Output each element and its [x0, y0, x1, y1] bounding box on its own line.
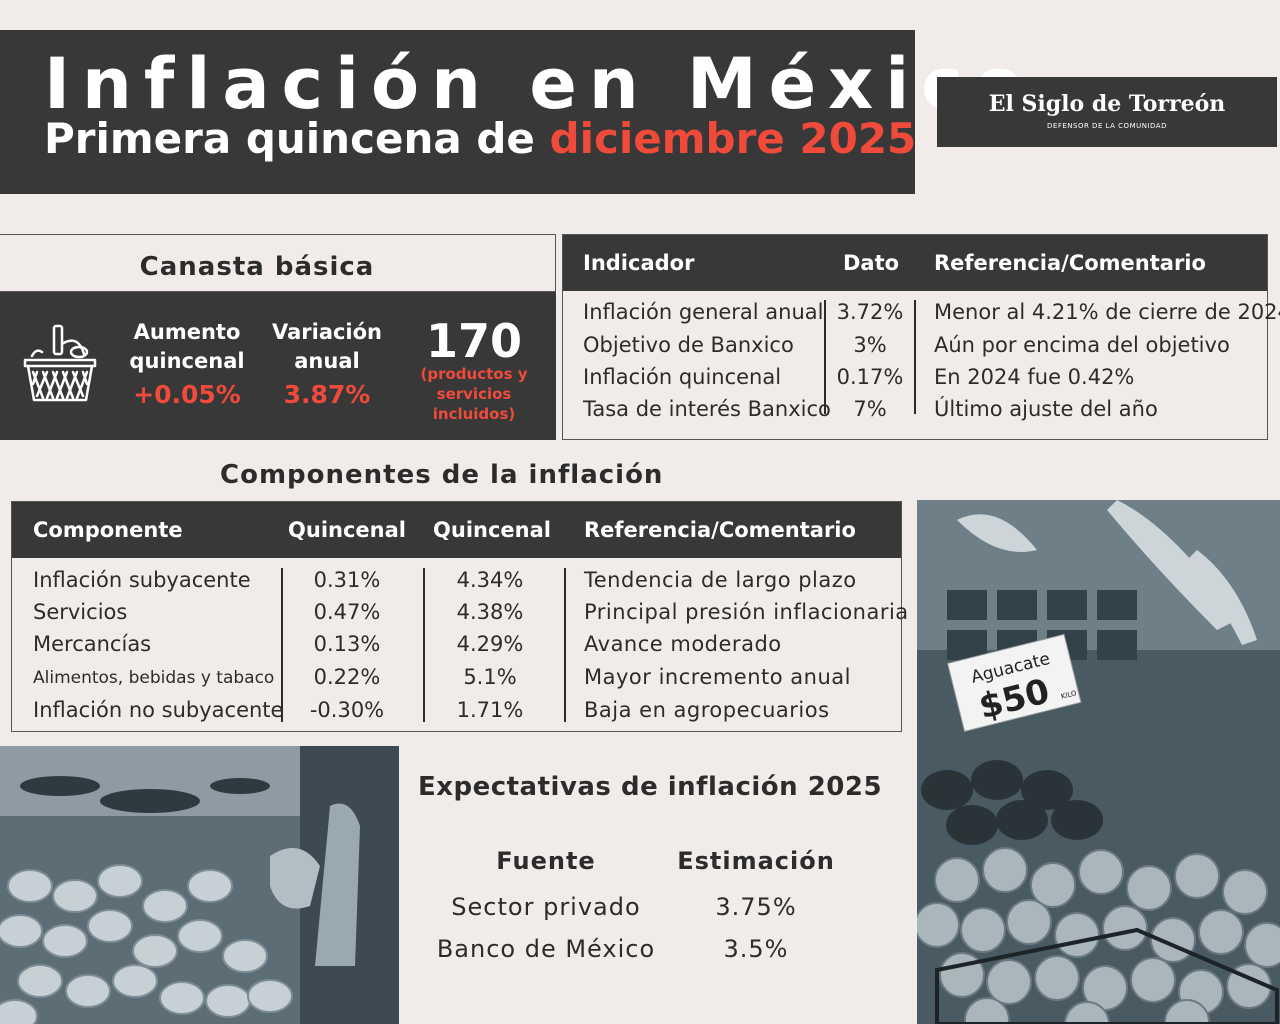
- header-quincenal-2: Quincenal: [433, 518, 551, 542]
- componente-quincenal: 0.13%: [313, 632, 381, 656]
- componente-comment: Baja en agropecuarios: [584, 698, 830, 722]
- componente-name: Servicios: [33, 600, 128, 624]
- page-subtitle: Primera quincena de diciembre 2025: [44, 114, 916, 164]
- componente-quincenal-2: 4.34%: [456, 568, 524, 592]
- indicador-value: 3.72%: [836, 300, 904, 324]
- header-indicador: Indicador: [583, 251, 695, 275]
- canasta-title-box: [0, 234, 556, 292]
- indicador-value: 3%: [853, 333, 887, 357]
- componente-quincenal-2: 4.38%: [456, 600, 524, 624]
- column-divider: [564, 568, 566, 722]
- logo-name: El Siglo de Torreón: [988, 91, 1226, 117]
- indicador-value: 7%: [853, 397, 887, 421]
- header-referencia: Referencia/Comentario: [934, 251, 1206, 275]
- indicador-comment: Último ajuste del año: [934, 397, 1158, 421]
- canasta-title: Canasta básica: [139, 252, 375, 282]
- productos-note: (productos y servicios incluidos): [396, 364, 552, 424]
- indicador-value: 0.17%: [836, 365, 904, 389]
- productos-count: 170: [425, 314, 523, 368]
- column-divider: [423, 568, 425, 722]
- header-dato: Dato: [843, 251, 900, 275]
- expectativa-fuente: Banco de México: [436, 935, 656, 963]
- page-title: Inflación en México: [44, 43, 1035, 125]
- expectativa-fuente: Sector privado: [451, 893, 641, 921]
- componente-name: Inflación no subyacente: [33, 698, 284, 722]
- aumento-value: +0.05%: [133, 380, 241, 409]
- componente-quincenal-2: 5.1%: [463, 665, 517, 689]
- componente-quincenal: 0.47%: [313, 600, 381, 624]
- header-referencia: Referencia/Comentario: [584, 518, 856, 542]
- indicador-comment: En 2024 fue 0.42%: [934, 365, 1135, 389]
- indicador-name: Inflación quincenal: [583, 365, 782, 389]
- componente-quincenal: -0.30%: [309, 698, 385, 722]
- sign-unit: KILO: [1060, 689, 1078, 701]
- componente-name: Mercancías: [33, 632, 152, 656]
- indicador-name: Tasa de interés Banxico: [583, 397, 831, 421]
- componente-comment: Principal presión inflacionaria: [584, 600, 909, 624]
- subtitle-prefix: Primera quincena de: [44, 114, 550, 163]
- componente-name: Inflación subyacente: [33, 568, 251, 592]
- componentes-table: [11, 501, 902, 732]
- variacion-label-line2: anual: [294, 349, 360, 373]
- variacion-value: 3.87%: [283, 380, 371, 409]
- indicadores-header: [563, 235, 1267, 291]
- market-photo-left: [0, 746, 399, 1024]
- column-divider: [281, 568, 283, 722]
- expectativa-valor: 3.5%: [723, 935, 789, 963]
- header-quincenal: Quincenal: [288, 518, 406, 542]
- productos-note-line2: servicios incluidos): [432, 385, 516, 423]
- componente-quincenal-2: 1.71%: [456, 698, 524, 722]
- header-fuente: Fuente: [496, 847, 596, 875]
- indicador-name: Inflación general anual: [583, 300, 824, 324]
- logo-tagline: DEFENSOR DE LA COMUNIDAD: [1047, 122, 1167, 130]
- componentes-header: [12, 502, 901, 558]
- indicadores-table: [562, 234, 1268, 440]
- variacion-label: Variación anual: [262, 318, 392, 376]
- indicador-name: Objetivo de Banxico: [583, 333, 794, 357]
- price-sign: Aguacate $50 KILO: [946, 633, 1082, 732]
- aumento-label: Aumento quincenal: [122, 318, 252, 376]
- header-estimacion: Estimación: [677, 847, 835, 875]
- header-componente: Componente: [33, 518, 183, 542]
- componente-name: Alimentos, bebidas y tabaco: [33, 668, 275, 688]
- header-banner: Inflación en México Primera quincena de …: [0, 30, 1023, 194]
- aumento-label-line1: Aumento: [133, 320, 241, 344]
- componente-comment: Tendencia de largo plazo: [584, 568, 857, 592]
- indicador-comment: Aún por encima del objetivo: [934, 333, 1230, 357]
- column-divider: [914, 300, 916, 414]
- market-photo-right: Aguacate $50 KILO: [917, 500, 1280, 1024]
- aumento-label-line2: quincenal: [129, 349, 245, 373]
- componente-quincenal-2: 4.29%: [456, 632, 524, 656]
- column-divider: [824, 300, 826, 414]
- subtitle-highlight: diciembre 2025: [549, 114, 917, 163]
- basket-icon: [23, 324, 97, 402]
- expectativas-title: Expectativas de inflación 2025: [417, 772, 883, 802]
- expectativa-valor: 3.75%: [715, 893, 797, 921]
- variacion-label-line1: Variación: [271, 320, 383, 344]
- logo: El Siglo de Torreón DEFENSOR DE LA COMUN…: [937, 77, 1277, 147]
- componente-quincenal: 0.31%: [313, 568, 381, 592]
- componente-comment: Mayor incremento anual: [584, 665, 851, 689]
- componentes-title: Componentes de la inflación: [220, 460, 664, 490]
- componente-quincenal: 0.22%: [313, 665, 381, 689]
- productos-note-line1: (productos y: [420, 365, 528, 383]
- componente-comment: Avance moderado: [584, 632, 782, 656]
- indicador-comment: Menor al 4.21% de cierre de 2024: [934, 300, 1280, 324]
